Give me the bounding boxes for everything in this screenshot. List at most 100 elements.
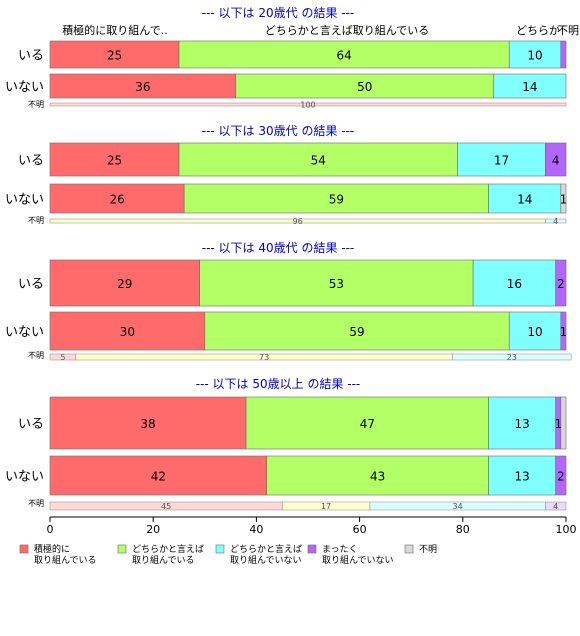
x-tick-label: 40 [249, 523, 263, 536]
bar-segment [178, 142, 458, 177]
row-label: いる [18, 154, 44, 169]
bar-segment [560, 40, 567, 69]
bar-segment [488, 396, 556, 450]
bar-segment [545, 142, 567, 177]
data-label: 13 [514, 417, 529, 431]
header-label: どちらか [516, 24, 560, 37]
data-label: 50 [357, 80, 372, 94]
bar-segment [49, 40, 180, 69]
bar-segment [183, 183, 489, 214]
data-label: 25 [107, 49, 122, 63]
bar-segment [178, 40, 510, 69]
bar-segment [555, 259, 567, 307]
legend-swatch [215, 544, 225, 554]
bar-segment [508, 40, 562, 69]
unknown-row-label: 不明 [28, 499, 44, 508]
x-tick-label: 60 [353, 523, 367, 536]
bar-segment [472, 259, 556, 307]
unknown-data-label: 45 [161, 502, 171, 511]
legend-label: 取り組んでいない [230, 554, 302, 566]
legend-label: 取り組んでいる [132, 554, 195, 566]
unknown-bar-segment [545, 218, 567, 224]
data-label: 10 [527, 325, 542, 339]
header-label: 積極的に取り組んで.. [62, 23, 167, 37]
data-label: 59 [329, 193, 344, 207]
group-title: --- 以下は 50歳以上 の結果 --- [196, 377, 361, 391]
bar-segment [235, 73, 495, 99]
bar-segment [266, 455, 489, 496]
bar-segment [508, 311, 562, 351]
unknown-row-label: 不明 [28, 216, 44, 225]
header-label: どちらかと言えば取り組んでいる [265, 24, 429, 37]
data-label: 36 [135, 80, 150, 94]
group-title: --- 以下は 40歳代 の結果 --- [202, 241, 355, 255]
data-label: 30 [120, 325, 135, 339]
row-label: いない [5, 193, 44, 208]
bar-segment [493, 73, 567, 99]
unknown-data-label: 34 [453, 502, 463, 511]
bar-segment [49, 311, 206, 351]
unknown-row-label: 不明 [28, 100, 44, 109]
data-label: 2 [557, 470, 565, 484]
legend-label: どちらかと言えば [230, 543, 302, 555]
unknown-bar-segment [545, 501, 567, 511]
bar-segment [245, 396, 489, 450]
data-label: 1 [560, 193, 568, 207]
bar-segment [49, 396, 247, 450]
unknown-bar-segment [49, 102, 567, 107]
group-title: --- 以下は 20歳代 の結果 --- [202, 6, 355, 20]
data-label: 26 [109, 193, 124, 207]
data-label: 29 [117, 277, 132, 291]
unknown-data-label: 5 [60, 353, 65, 362]
data-label: 25 [107, 154, 122, 168]
data-label: 54 [311, 154, 326, 168]
bar-segment [49, 73, 237, 99]
row-label: いる [18, 277, 44, 292]
x-tick-label: 80 [456, 523, 470, 536]
bar-segment [49, 455, 268, 496]
data-label: 43 [370, 470, 385, 484]
x-tick-label: 20 [146, 523, 160, 536]
data-label: 14 [517, 193, 532, 207]
data-label: 1 [554, 417, 562, 431]
bar-segment [49, 183, 185, 214]
unknown-data-label: 73 [259, 353, 269, 362]
bar-segment [560, 183, 567, 214]
data-label: 59 [349, 325, 364, 339]
data-label: 14 [522, 80, 537, 94]
bar-segment [204, 311, 510, 351]
data-label: 64 [336, 49, 351, 63]
unknown-data-label: 4 [553, 502, 558, 511]
row-label: いる [18, 49, 44, 64]
bar-segment [49, 259, 200, 307]
x-tick-label: 0 [47, 523, 54, 536]
data-label: 10 [527, 49, 542, 63]
data-label: 17 [494, 154, 509, 168]
data-label: 13 [514, 470, 529, 484]
row-label: いない [5, 325, 44, 340]
bar-segment [49, 142, 180, 177]
legend-label: どちらかと言えば [132, 543, 204, 555]
legend-swatch [19, 544, 29, 554]
data-label: 2 [557, 277, 565, 291]
unknown-data-label: 96 [293, 217, 303, 226]
data-label: 42 [151, 470, 166, 484]
legend-swatch [307, 544, 317, 554]
data-label: 53 [329, 277, 344, 291]
row-label: いない [5, 80, 44, 95]
unknown-data-label: 17 [321, 502, 331, 511]
legend-label: 取り組んでいない [322, 554, 394, 566]
bar-segment [560, 396, 567, 450]
bar-segment [555, 455, 567, 496]
data-label: 1 [560, 325, 568, 339]
bar-segment [488, 183, 562, 214]
data-label: 38 [140, 417, 155, 431]
bar-segment [560, 311, 567, 351]
x-tick-label: 100 [556, 523, 577, 536]
legend-swatch [404, 544, 414, 554]
row-label: いない [5, 470, 44, 485]
group-title: --- 以下は 30歳代 の結果 --- [202, 124, 355, 138]
header-label: 不明 [557, 24, 579, 37]
legend-swatch [117, 544, 127, 554]
